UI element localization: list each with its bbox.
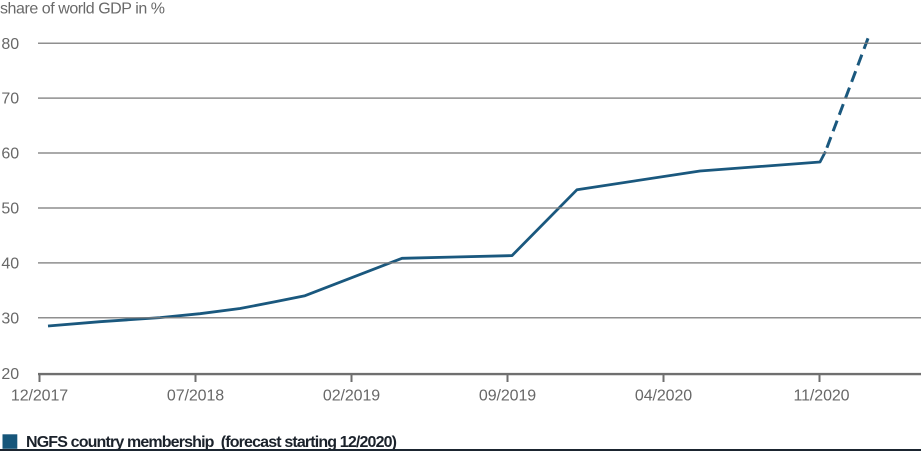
svg-text:02/2019: 02/2019 <box>323 388 380 405</box>
svg-text:09/2019: 09/2019 <box>479 388 536 405</box>
svg-text:07/2018: 07/2018 <box>167 388 224 405</box>
svg-text:04/2020: 04/2020 <box>635 388 692 405</box>
svg-text:70: 70 <box>1 91 19 108</box>
svg-text:11/2020: 11/2020 <box>794 388 850 405</box>
svg-text:share of world GDP in %: share of world GDP in % <box>0 1 165 18</box>
svg-text:12/2017: 12/2017 <box>11 388 68 405</box>
svg-text:30: 30 <box>1 310 19 327</box>
svg-text:60: 60 <box>1 146 19 163</box>
svg-text:40: 40 <box>1 255 19 272</box>
svg-text:50: 50 <box>1 201 19 218</box>
svg-text:NGFS country membership (fore: NGFS country membership (forecast starti… <box>26 434 397 451</box>
svg-text:80: 80 <box>1 36 19 53</box>
svg-text:20: 20 <box>1 366 19 383</box>
